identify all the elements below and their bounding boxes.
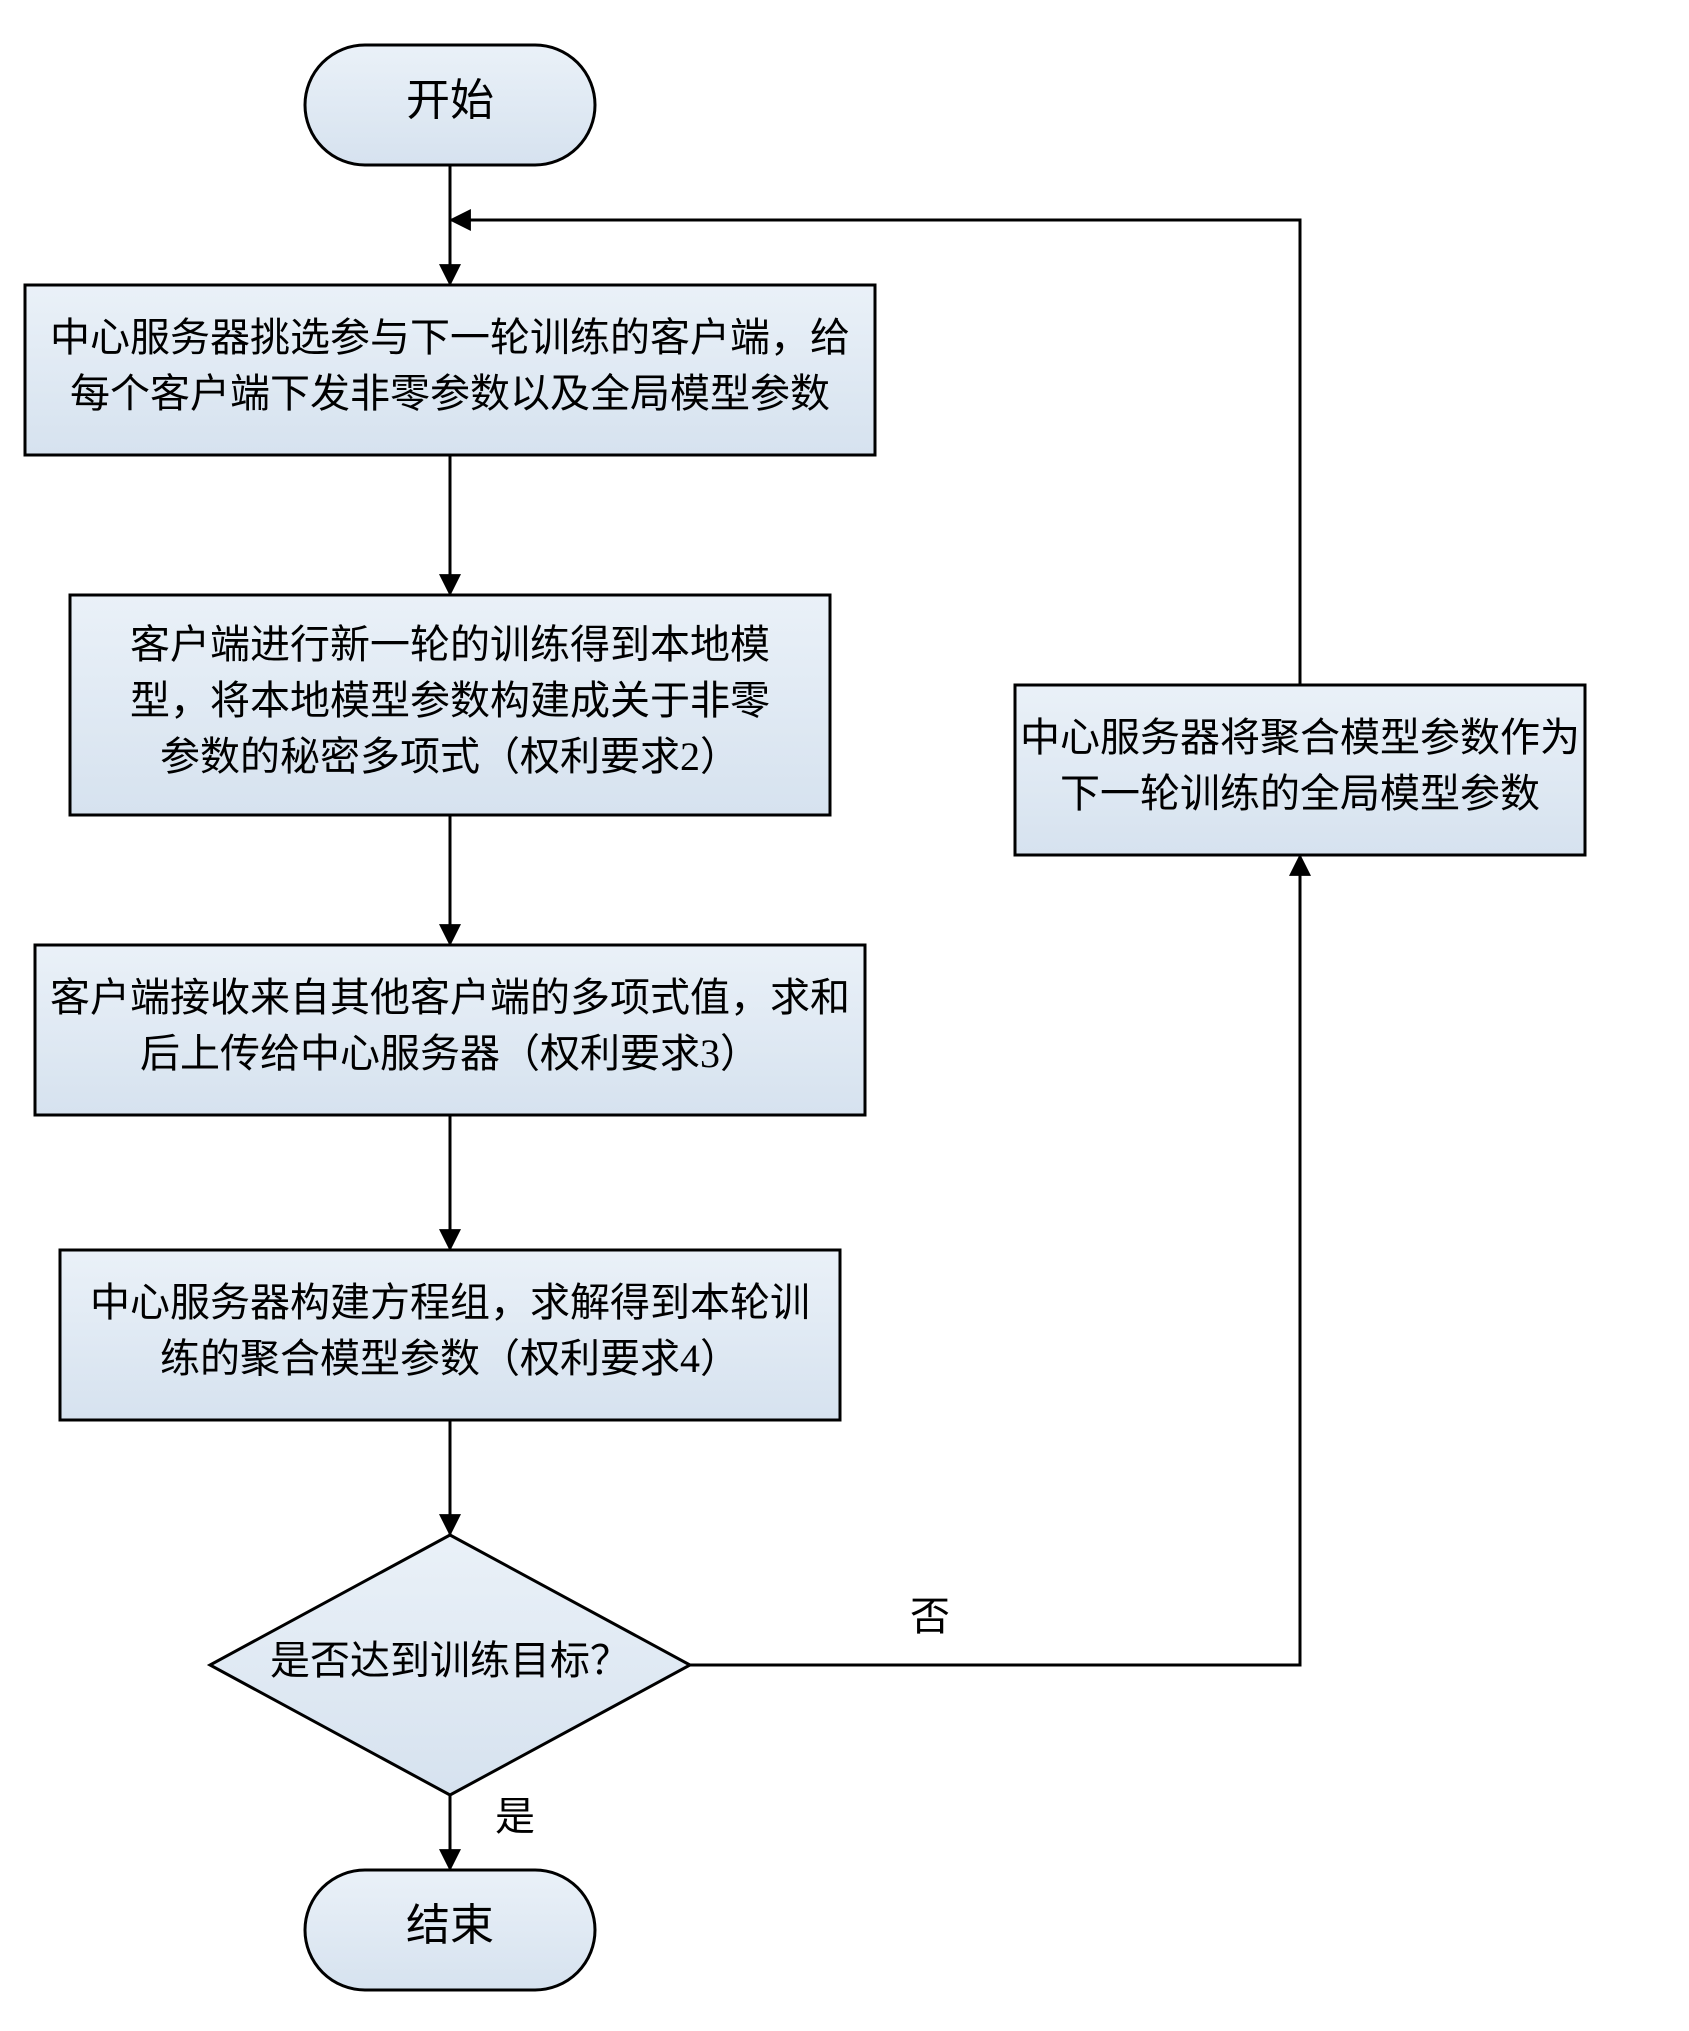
svg-text:每个客户端下发非零参数以及全局模型参数: 每个客户端下发非零参数以及全局模型参数 [70, 371, 830, 416]
svg-text:练的聚合模型参数（权利要求4）: 练的聚合模型参数（权利要求4） [160, 1336, 740, 1381]
svg-text:是否达到训练目标？: 是否达到训练目标？ [270, 1638, 630, 1683]
svg-text:参数的秘密多项式（权利要求2）: 参数的秘密多项式（权利要求2） [160, 734, 740, 779]
svg-text:型，将本地模型参数构建成关于非零: 型，将本地模型参数构建成关于非零 [130, 678, 770, 723]
svg-text:客户端进行新一轮的训练得到本地模: 客户端进行新一轮的训练得到本地模 [130, 622, 770, 667]
node-start: 开始 [305, 45, 595, 165]
svg-text:中心服务器挑选参与下一轮训练的客户端，给: 中心服务器挑选参与下一轮训练的客户端，给 [50, 315, 850, 360]
edge-label-decision-stepR: 否 [910, 1594, 950, 1639]
svg-text:中心服务器构建方程组，求解得到本轮训: 中心服务器构建方程组，求解得到本轮训 [90, 1280, 810, 1325]
svg-text:中心服务器将聚合模型参数作为: 中心服务器将聚合模型参数作为 [1020, 715, 1580, 760]
node-end: 结束 [305, 1870, 595, 1990]
svg-text:结束: 结束 [406, 1901, 494, 1950]
node-step4: 中心服务器构建方程组，求解得到本轮训练的聚合模型参数（权利要求4） [60, 1250, 840, 1420]
node-decision: 是否达到训练目标？ [210, 1535, 690, 1795]
node-step1: 中心服务器挑选参与下一轮训练的客户端，给每个客户端下发非零参数以及全局模型参数 [25, 285, 875, 455]
node-stepR: 中心服务器将聚合模型参数作为下一轮训练的全局模型参数 [1015, 685, 1585, 855]
edge-label-decision-end: 是 [495, 1794, 535, 1839]
node-step2: 客户端进行新一轮的训练得到本地模型，将本地模型参数构建成关于非零参数的秘密多项式… [70, 595, 830, 815]
node-step3: 客户端接收来自其他客户端的多项式值，求和后上传给中心服务器（权利要求3） [35, 945, 865, 1115]
svg-text:后上传给中心服务器（权利要求3）: 后上传给中心服务器（权利要求3） [140, 1031, 760, 1076]
svg-text:下一轮训练的全局模型参数: 下一轮训练的全局模型参数 [1060, 771, 1540, 816]
svg-text:开始: 开始 [406, 76, 494, 125]
svg-text:客户端接收来自其他客户端的多项式值，求和: 客户端接收来自其他客户端的多项式值，求和 [50, 975, 850, 1020]
